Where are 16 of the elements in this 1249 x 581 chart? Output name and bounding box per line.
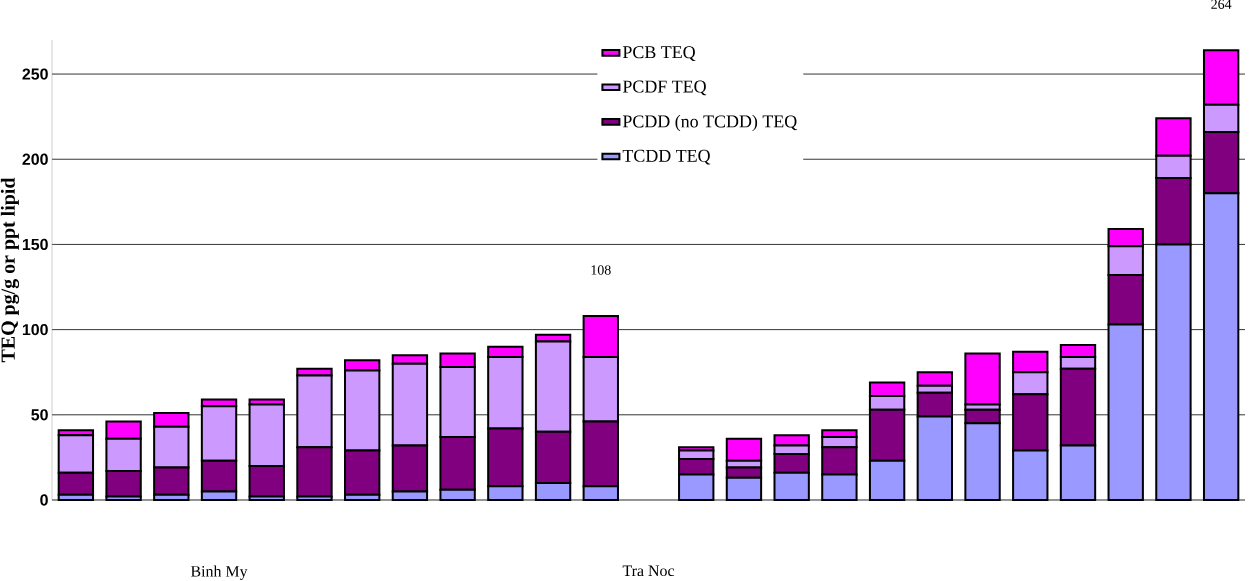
x-tick-label: Binh My bbox=[190, 565, 248, 580]
legend-label: TCDD TEQ bbox=[622, 149, 711, 165]
y-tick-label: 150 bbox=[22, 238, 48, 251]
y-tick-label: 200 bbox=[22, 153, 48, 165]
y-tick-label: 0 bbox=[40, 494, 48, 506]
total-label: 264 bbox=[1211, 0, 1232, 9]
legend-label: PCDF TEQ bbox=[622, 80, 707, 96]
legend-label: PCB TEQ bbox=[622, 46, 696, 61]
y-tick-label: 100 bbox=[22, 323, 48, 336]
legend-label: PCDD (no TCDD) TEQ bbox=[622, 114, 797, 132]
y-tick-label: 50 bbox=[31, 409, 48, 421]
x-tick-label: Tra Noc bbox=[622, 565, 675, 577]
bar bbox=[964, 352, 1001, 406]
total-label: 108 bbox=[591, 265, 611, 275]
y-axis-title: TEQ pg/g or ppt lipid bbox=[0, 177, 20, 363]
y-tick-label: 250 bbox=[22, 68, 48, 80]
